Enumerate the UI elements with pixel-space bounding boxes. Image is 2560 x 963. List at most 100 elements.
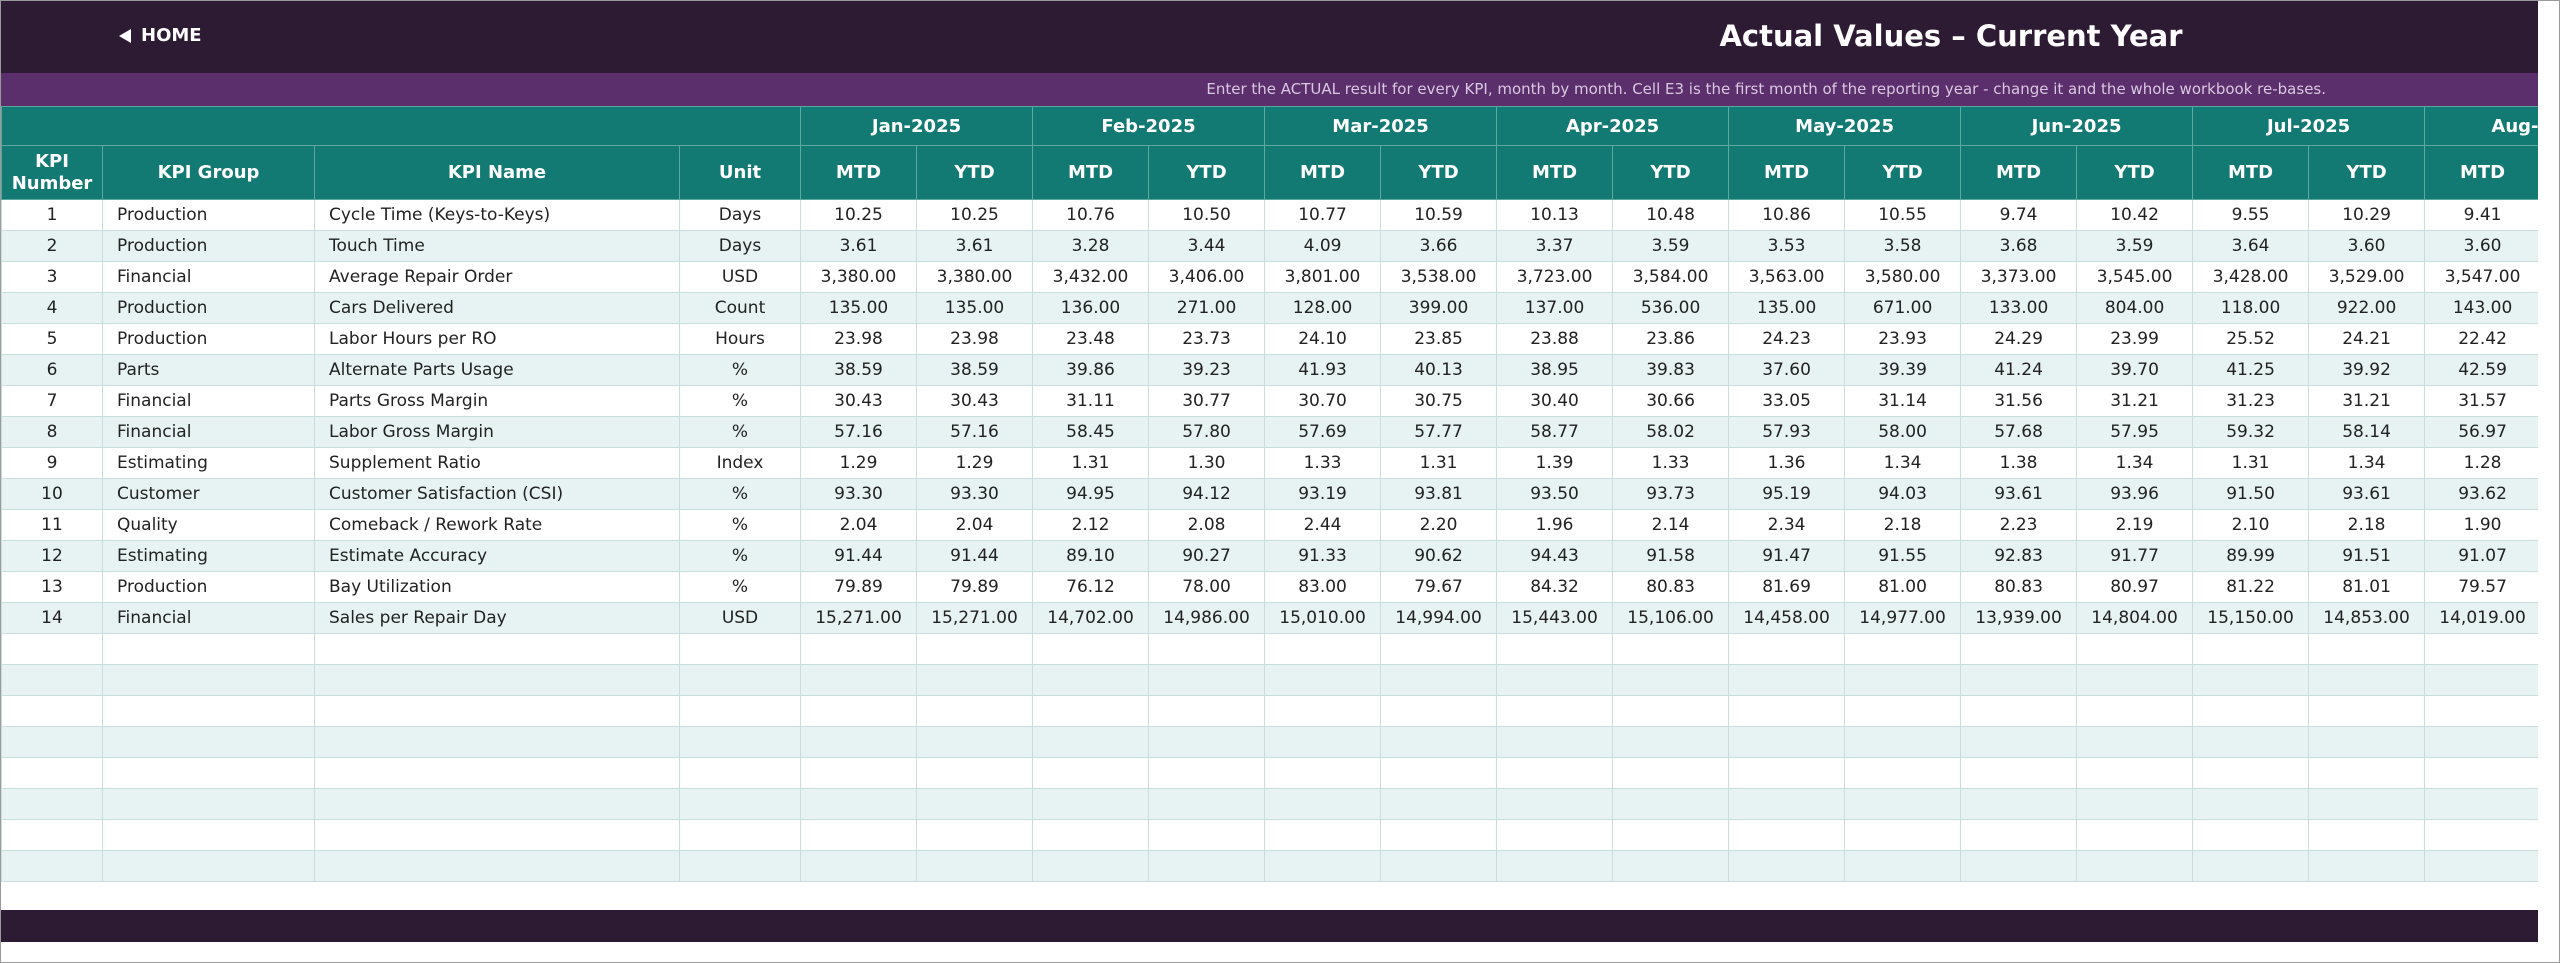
cell: 81.00: [1844, 571, 1962, 603]
empty-cell: [1612, 695, 1730, 727]
cell: Supplement Ratio: [314, 447, 680, 479]
cell: %: [679, 540, 801, 572]
empty-cell: [915, 695, 1034, 727]
page-title: Actual Values – Current Year: [1719, 19, 2183, 53]
empty-cell: [1380, 819, 1498, 851]
cell: %: [679, 509, 801, 541]
column-header: KPI Number: [1, 145, 103, 200]
empty-cell: [1380, 788, 1498, 820]
empty-row: [1, 695, 2538, 727]
header-row: Jan-2025 Feb-2025 Mar-2025 Apr-2025 May-2025…: [1, 106, 2538, 146]
cell: 15,443.00: [1496, 602, 1614, 634]
empty-cell: [1496, 664, 1614, 696]
data-row: 7 Financial Parts Gross Margin% 30.43 30.43 3…: [1, 385, 2538, 417]
cell: 24.23: [1728, 323, 1846, 355]
cell: 9: [1, 447, 103, 479]
cell: Financial: [102, 261, 315, 293]
empty-cell: [1960, 726, 2078, 758]
empty-cell: [679, 664, 801, 696]
empty-cell: [1728, 819, 1846, 851]
cell: 4: [1, 292, 103, 324]
empty-cell: [1264, 757, 1382, 789]
cell: 3: [1, 261, 103, 293]
cell: 2.14: [1612, 509, 1730, 541]
empty-cell: [2192, 757, 2310, 789]
cell: 33.05: [1728, 385, 1846, 417]
cell: 94.95: [1032, 478, 1150, 510]
cell: 135.00: [1728, 292, 1846, 324]
empty-cell: [1, 757, 103, 789]
cell: 79.89: [800, 571, 917, 603]
empty-cell: [102, 757, 315, 789]
cell: 58.02: [1612, 416, 1730, 448]
cell: 133.00: [1960, 292, 2078, 324]
empty-cell: [1844, 633, 1962, 665]
cell: Financial: [102, 416, 315, 448]
empty-cell: [1612, 633, 1730, 665]
cell: 3,529.00: [2308, 261, 2426, 293]
cell: 3.66: [1380, 230, 1498, 262]
sub-header: YTD: [1148, 145, 1266, 200]
cell: 3,801.00: [1264, 261, 1382, 293]
empty-cell: [915, 664, 1034, 696]
cell: 10.59: [1380, 199, 1498, 231]
table-wrap: Jan-2025 Feb-2025 Mar-2025 Apr-2025 May-2025…: [1, 106, 2538, 886]
cell: 57.68: [1960, 416, 2078, 448]
cell: 40.13: [1380, 354, 1498, 386]
month-header: May-2025: [1728, 106, 1962, 146]
cell: 3,584.00: [1612, 261, 1730, 293]
empty-cell: [102, 695, 315, 727]
cell: 41.93: [1264, 354, 1382, 386]
cell: 1.28: [2424, 447, 2538, 479]
cell: Production: [102, 323, 315, 355]
cell: 31.21: [2308, 385, 2426, 417]
cell: 58.77: [1496, 416, 1614, 448]
cell: 91.55: [1844, 540, 1962, 572]
empty-cell: [1264, 695, 1382, 727]
cell: 1.90: [2424, 509, 2538, 541]
cell: 1.34: [2308, 447, 2426, 479]
empty-cell: [679, 726, 801, 758]
cell: 128.00: [1264, 292, 1382, 324]
empty-cell: [2308, 695, 2426, 727]
cell: Sales per Repair Day: [314, 602, 680, 634]
empty-cell: [1148, 695, 1266, 727]
empty-cell: [1844, 726, 1962, 758]
cell: 56.97: [2424, 416, 2538, 448]
empty-cell: [1496, 726, 1614, 758]
empty-cell: [1264, 633, 1382, 665]
cell: Days: [679, 199, 801, 231]
instructions: Enter the ACTUAL result for every KPI, m…: [1206, 80, 2326, 98]
sub-header: MTD: [2424, 145, 2538, 200]
cell: 2.20: [1380, 509, 1498, 541]
cell: 14,994.00: [1380, 602, 1498, 634]
cell: 31.23: [2192, 385, 2310, 417]
empty-cell: [2076, 726, 2194, 758]
cell: %: [679, 416, 801, 448]
empty-cell: [1, 850, 103, 882]
cell: 91.58: [1612, 540, 1730, 572]
empty-cell: [314, 726, 680, 758]
cell: 22.42: [2424, 323, 2538, 355]
cell: 31.21: [2076, 385, 2194, 417]
cell: 23.73: [1148, 323, 1266, 355]
cell: 9.41: [2424, 199, 2538, 231]
home-label[interactable]: HOME: [141, 25, 202, 46]
cell: 15,010.00: [1264, 602, 1382, 634]
cell: 922.00: [2308, 292, 2426, 324]
empty-cell: [1844, 695, 1962, 727]
cell: 83.00: [1264, 571, 1382, 603]
empty-cell: [2308, 788, 2426, 820]
empty-cell: [1728, 695, 1846, 727]
cell: Parts: [102, 354, 315, 386]
cell: Quality: [102, 509, 315, 541]
empty-cell: [102, 819, 315, 851]
month-header: Feb-2025: [1032, 106, 1266, 146]
empty-cell: [915, 850, 1034, 882]
cell: 59.32: [2192, 416, 2310, 448]
cell: 10.42: [2076, 199, 2194, 231]
cell: Financial: [102, 385, 315, 417]
cell: 10.86: [1728, 199, 1846, 231]
empty-cell: [2308, 819, 2426, 851]
home-button[interactable]: HOME: [119, 25, 202, 46]
